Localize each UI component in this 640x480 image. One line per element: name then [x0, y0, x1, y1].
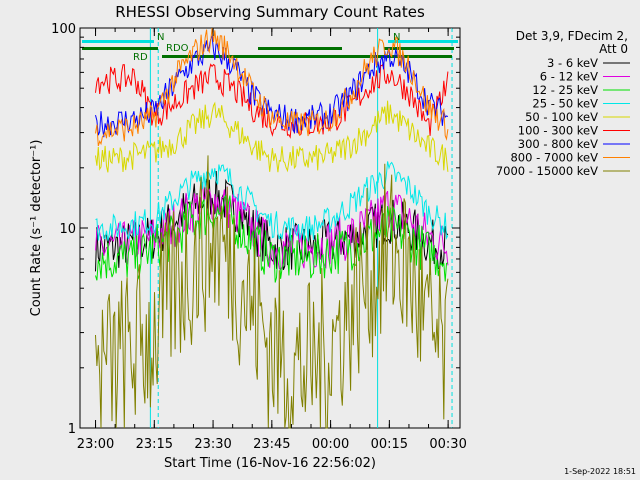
annotation-label: N	[157, 32, 164, 43]
attenuator-bar	[384, 47, 454, 50]
x-tick-label: 00:00	[312, 437, 349, 452]
series-line	[95, 161, 449, 242]
legend-label: 7000 - 15000 keV	[496, 164, 598, 178]
legend-label: 300 - 800 keV	[518, 137, 598, 151]
legend-title-line: Att 0	[599, 42, 628, 56]
x-tick-label: 00:15	[371, 437, 408, 452]
annotation-label: RDO	[166, 43, 189, 54]
attenuator-bar	[82, 47, 158, 50]
rd-bar	[162, 55, 452, 58]
legend-label: 50 - 100 keV	[525, 110, 598, 124]
legend-title: Det 3,9, FDecim 2, Att 0	[516, 29, 628, 56]
series-line	[95, 27, 449, 147]
x-axis-label: Start Time (16-Nov-16 22:56:02)	[164, 456, 376, 471]
series-line	[95, 100, 449, 173]
x-tick-label: 23:00	[77, 437, 114, 452]
series-line	[95, 170, 449, 272]
annotation-label: RD	[133, 52, 148, 63]
legend-label: 6 - 12 keV	[540, 70, 598, 84]
chart-title: RHESSI Observing Summary Count Rates	[115, 3, 425, 21]
series-layer	[95, 27, 449, 429]
y-tick-label: 100	[51, 22, 76, 37]
legend-label: 25 - 50 keV	[532, 97, 598, 111]
legend-label: 800 - 7000 keV	[510, 151, 598, 165]
legend-title-line: Det 3,9, FDecim 2,	[516, 29, 628, 43]
series-line	[95, 62, 449, 139]
night-bar	[388, 40, 458, 43]
timestamp: 1-Sep-2022 18:51	[564, 467, 636, 476]
x-tick-label: 23:30	[194, 437, 231, 452]
attenuator-bar	[258, 47, 342, 50]
axis-ticks: 23:00 23:15 23:30 23:45 00:00 00:15 00:30 1 10 10…	[51, 22, 467, 452]
legend-label: 100 - 300 keV	[518, 124, 598, 138]
legend-label: 12 - 25 keV	[532, 83, 598, 97]
legend-label: 3 - 6 keV	[547, 56, 598, 70]
night-bar	[82, 40, 154, 43]
y-tick-label: 1	[68, 422, 76, 437]
series-line	[95, 155, 449, 429]
y-tick-label: 10	[59, 222, 76, 237]
x-tick-label: 23:15	[136, 437, 173, 452]
y-axis-label: Count Rate (s⁻¹ detector⁻¹)	[29, 140, 44, 317]
x-tick-label: 00:30	[429, 437, 466, 452]
x-tick-label: 23:45	[253, 437, 290, 452]
